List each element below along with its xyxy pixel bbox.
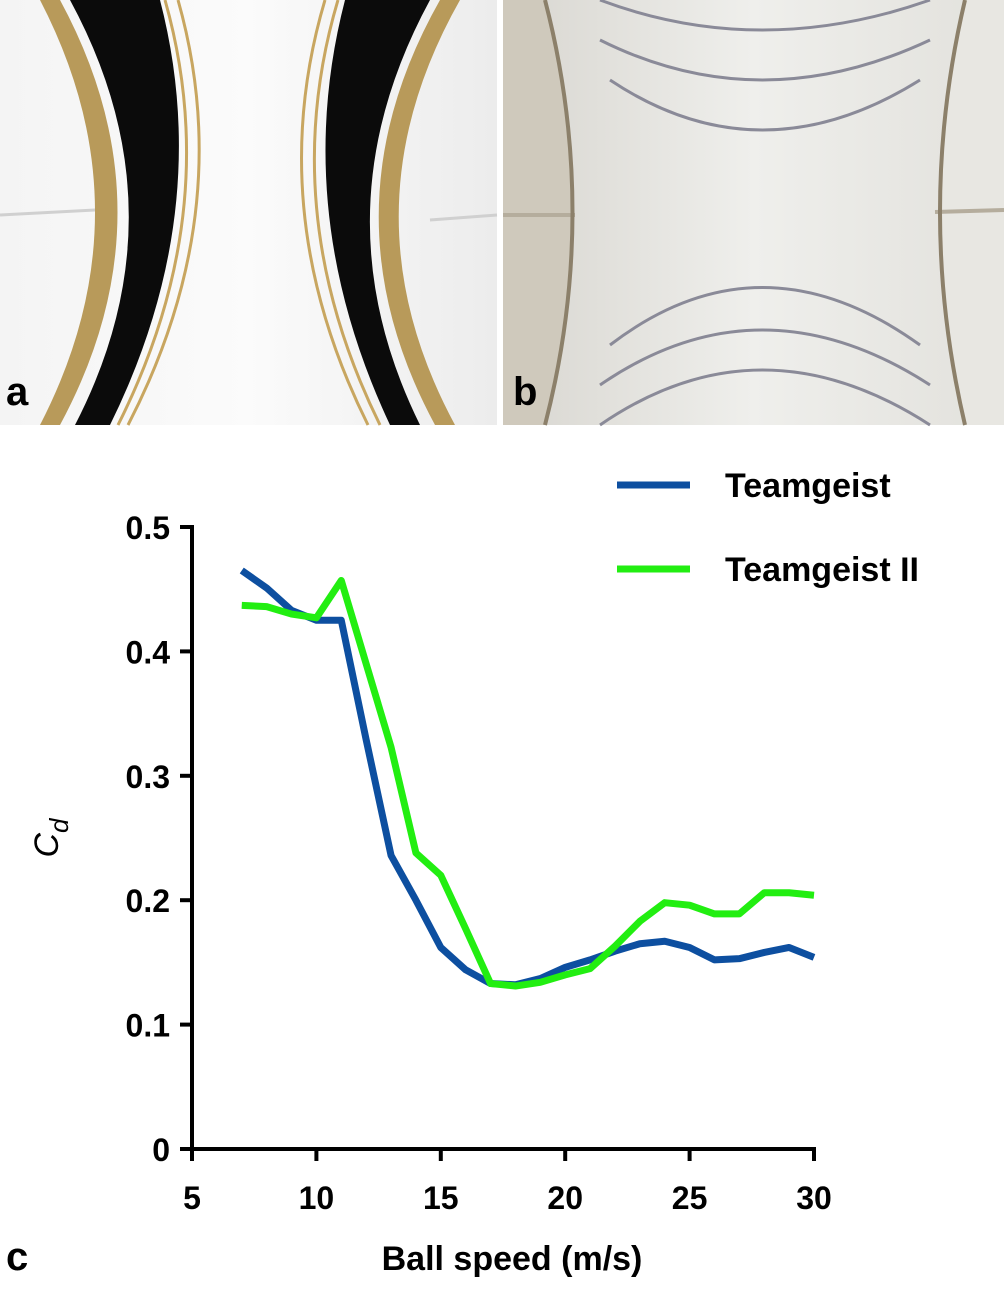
x-tick-label: 25 [672, 1180, 708, 1216]
legend-label: Teamgeist [725, 467, 891, 505]
panel-label: a [6, 370, 29, 414]
data-line [241, 576, 815, 990]
y-tick-label: 0.4 [126, 634, 171, 670]
y-tick-label: 0.3 [126, 759, 170, 795]
x-axis-title: Ball speed (m/s) [382, 1240, 643, 1278]
y-tick-label: 0.2 [126, 883, 170, 919]
x-tick-label: 5 [183, 1180, 201, 1216]
x-tick-label: 15 [423, 1180, 459, 1216]
y-tick-label: 0.5 [126, 510, 170, 546]
x-tick-label: 20 [547, 1180, 583, 1216]
x-tick-label: 30 [796, 1180, 832, 1216]
y-axis-title-main: C [28, 833, 66, 858]
y-tick-label: 0 [152, 1132, 170, 1168]
y-axis-title-sub: d [44, 817, 74, 833]
panel-label: b [513, 370, 537, 414]
photo-b [503, 0, 1004, 427]
legend-label: Teamgeist II [725, 551, 919, 589]
data-line [239, 567, 816, 989]
y-axis-title: Cd [28, 817, 74, 858]
panel-label: c [6, 1235, 28, 1279]
x-tick-label: 10 [299, 1180, 335, 1216]
y-tick-label: 0.1 [126, 1008, 170, 1044]
photo-a [0, 0, 498, 426]
